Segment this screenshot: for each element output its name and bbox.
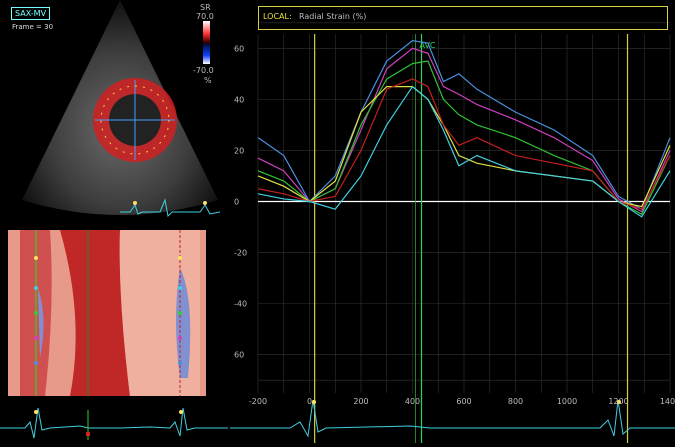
strain-chart-panel[interactable]: LOCAL: Radial Strain (%) 60 40 20 0 -20 -40 60…	[230, 0, 675, 443]
colorscale-min: -70.0	[193, 66, 214, 75]
x-tick-label: 1400	[660, 397, 675, 406]
x-tick-label: 800	[508, 397, 523, 406]
colorscale-bar	[203, 21, 210, 64]
x-tick-label: 200	[353, 397, 368, 406]
mmode-strain-panel[interactable]	[0, 228, 228, 398]
y-tick-label: -20	[234, 249, 247, 258]
strain-series-line	[257, 40, 671, 211]
strain-series-line	[257, 78, 671, 210]
chart-title-box: LOCAL: Radial Strain (%)	[258, 6, 668, 30]
view-label[interactable]: SAX-MV	[11, 7, 51, 20]
strain-plot[interactable]: 6040200-20-4060-200020040060080010001200…	[230, 0, 675, 443]
chart-title: Radial Strain (%)	[299, 12, 367, 21]
frame-label: Frame = 30	[12, 23, 54, 31]
chart-title-prefix: LOCAL:	[263, 12, 292, 21]
bottom-ecg-trace	[230, 399, 675, 438]
y-tick-label: 0	[234, 198, 239, 207]
left-ecg-trace	[0, 407, 228, 439]
ecg-marker	[312, 400, 316, 404]
y-tick-label: 40	[234, 95, 244, 104]
strain-series-line	[257, 85, 671, 218]
y-tick-label: 60	[234, 44, 244, 53]
y-tick-label: 20	[234, 146, 244, 155]
avc-marker-label: AVC	[420, 41, 436, 50]
x-tick-label: 600	[456, 397, 471, 406]
echo-sector-image	[22, 0, 221, 218]
echo-image-panel[interactable]: SAX-MV Frame = 30 SR 70.0 -70.0 %	[0, 0, 228, 226]
ecg-marker	[617, 400, 621, 404]
colorscale-top-label: SR	[200, 3, 211, 12]
mmode-strain-map	[8, 230, 206, 396]
x-tick-label: 400	[405, 397, 420, 406]
x-tick-label: 0	[307, 397, 312, 406]
x-tick-label: 1000	[557, 397, 577, 406]
colorscale-max: 70.0	[196, 12, 214, 21]
y-tick-label: 60	[234, 351, 244, 360]
left-ecg-strip	[0, 400, 228, 443]
y-tick-label: -40	[234, 300, 247, 309]
colorscale-unit: %	[204, 76, 212, 85]
x-tick-label: -200	[249, 397, 267, 406]
